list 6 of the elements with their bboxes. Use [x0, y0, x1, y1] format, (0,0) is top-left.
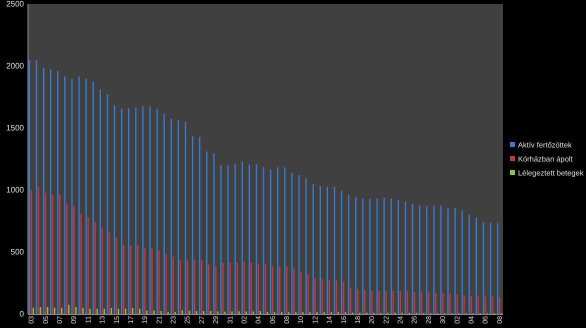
- y-tick-label: 2500: [6, 0, 25, 9]
- y-tick-label: 0: [20, 310, 25, 319]
- y-tick-label: 1500: [6, 124, 25, 133]
- y-tick-label: 500: [10, 248, 25, 257]
- y-tick-label: 2000: [6, 62, 25, 71]
- y-tick-label: 1000: [6, 186, 25, 195]
